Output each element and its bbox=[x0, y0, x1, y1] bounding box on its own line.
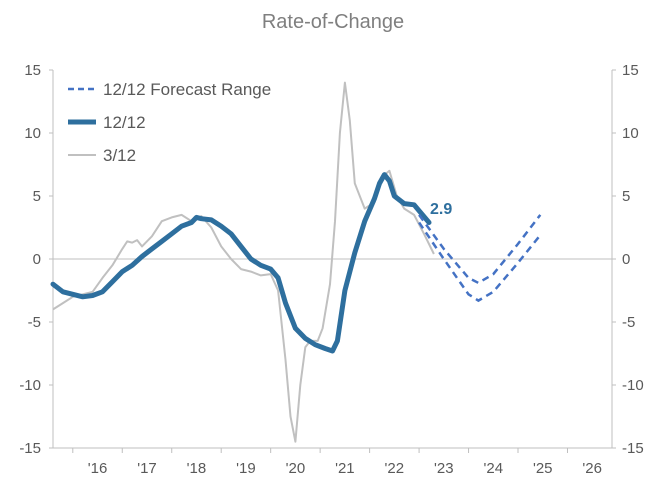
x-tick-label: '18 bbox=[187, 460, 207, 477]
series-line-312 bbox=[52, 81, 435, 443]
legend-label-forecast: 12/12 Forecast Range bbox=[103, 80, 271, 99]
y-tick-label-right: -15 bbox=[622, 440, 644, 457]
x-tick-label: '17 bbox=[137, 460, 157, 477]
legend-label-1212: 12/12 bbox=[103, 113, 146, 132]
y-tick-label-right: -10 bbox=[622, 377, 644, 394]
y-tick-label-right: 15 bbox=[622, 62, 639, 79]
x-tick-label: '21 bbox=[335, 460, 355, 477]
legend-label-312: 3/12 bbox=[103, 146, 136, 165]
y-tick-label-left: 15 bbox=[24, 62, 41, 79]
x-tick-label: '16 bbox=[88, 460, 108, 477]
y-tick-label-left: 5 bbox=[33, 188, 41, 205]
series-line-1212 bbox=[50, 172, 432, 354]
x-tick-label: '20 bbox=[286, 460, 306, 477]
y-tick-label-left: 10 bbox=[24, 125, 41, 142]
series-layer bbox=[50, 81, 542, 443]
y-tick-label-right: 10 bbox=[622, 125, 639, 142]
y-tick-label-right: 0 bbox=[622, 251, 630, 268]
data-label-1212-latest: 2.9 bbox=[430, 201, 452, 218]
y-tick-label-right: -5 bbox=[622, 314, 635, 331]
x-tick-label: '24 bbox=[483, 460, 503, 477]
y-tick-label-left: -15 bbox=[19, 440, 41, 457]
x-tick-label: '23 bbox=[434, 460, 454, 477]
axes: 15 15 10 10 5 5 0 0 -5 -5 -10 -10 -15 -15 '16 '17 '18 '19… bbox=[19, 62, 643, 477]
y-tick-label-left: -5 bbox=[28, 314, 41, 331]
y-tick-label-right: 5 bbox=[622, 188, 630, 205]
x-tick-label: '22 bbox=[385, 460, 405, 477]
x-tick-label: '19 bbox=[236, 460, 256, 477]
y-tick-label-left: 0 bbox=[33, 251, 41, 268]
y-tick-label-left: -10 bbox=[19, 377, 41, 394]
forecast-line-lower bbox=[418, 221, 542, 303]
forecast-line-upper bbox=[418, 214, 542, 285]
x-tick-label: '25 bbox=[533, 460, 553, 477]
legend: 12/12 Forecast Range 12/12 3/12 bbox=[68, 80, 271, 165]
x-tick-label: '26 bbox=[582, 460, 602, 477]
chart-title: Rate-of-Change bbox=[262, 11, 404, 33]
